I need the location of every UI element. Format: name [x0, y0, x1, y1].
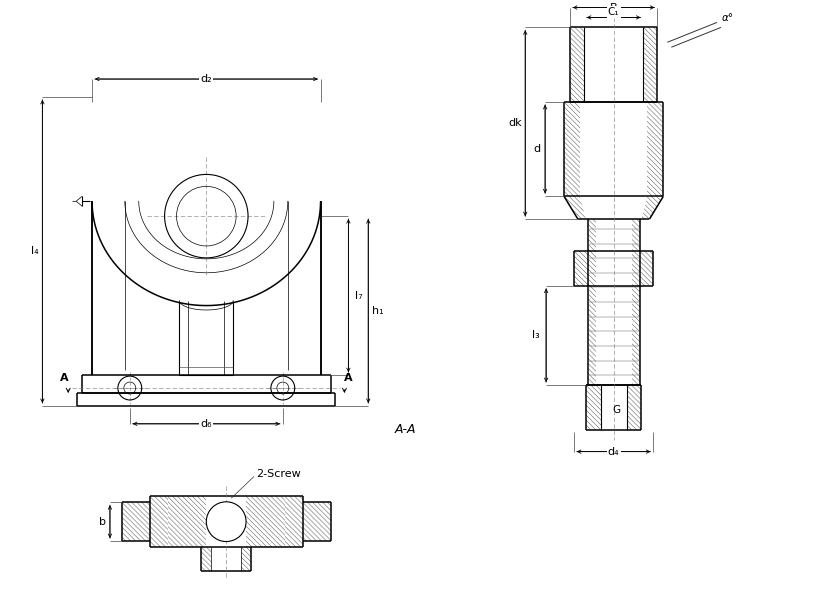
Text: A: A: [60, 373, 69, 383]
Text: α°: α°: [722, 13, 734, 23]
Text: l₄: l₄: [30, 247, 38, 256]
Bar: [627, 385, 641, 430]
Bar: [564, 102, 580, 196]
Text: b: b: [99, 516, 106, 527]
Text: l₇: l₇: [355, 290, 362, 301]
Bar: [246, 496, 285, 547]
Polygon shape: [564, 196, 586, 219]
Bar: [285, 496, 303, 547]
Text: d₂: d₂: [201, 74, 212, 84]
Bar: [574, 251, 588, 286]
Bar: [303, 502, 331, 541]
Bar: [168, 496, 206, 547]
Bar: [150, 496, 168, 547]
Text: h₁: h₁: [373, 306, 384, 316]
Bar: [631, 219, 640, 385]
Text: l₃: l₃: [532, 330, 540, 340]
Text: dk: dk: [509, 118, 523, 128]
Text: C₁: C₁: [608, 7, 619, 18]
Text: d₄: d₄: [608, 446, 619, 457]
Bar: [588, 219, 595, 385]
Bar: [644, 27, 658, 102]
Text: B: B: [610, 2, 618, 13]
Text: d₆: d₆: [201, 419, 212, 429]
Text: d: d: [534, 144, 541, 154]
Text: A: A: [344, 373, 353, 383]
Polygon shape: [641, 196, 663, 219]
Bar: [241, 547, 251, 571]
Bar: [640, 251, 654, 286]
Text: 2-Screw: 2-Screw: [256, 470, 301, 479]
Bar: [570, 27, 584, 102]
Text: G: G: [613, 404, 621, 415]
Bar: [586, 385, 601, 430]
Bar: [201, 547, 211, 571]
Text: A-A: A-A: [394, 423, 416, 436]
Circle shape: [206, 502, 246, 541]
Bar: [648, 102, 663, 196]
Bar: [122, 502, 150, 541]
